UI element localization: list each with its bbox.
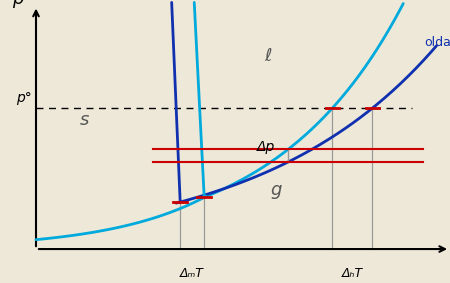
Text: Δp: Δp <box>257 140 275 154</box>
Text: T: T <box>449 252 450 270</box>
Text: ℓ: ℓ <box>265 48 272 65</box>
Text: g: g <box>270 181 282 199</box>
Text: oldat: oldat <box>424 36 450 49</box>
Text: ΔₘT: ΔₘT <box>180 267 204 280</box>
Text: s: s <box>79 111 89 129</box>
Text: p°: p° <box>16 91 32 105</box>
Text: p: p <box>12 0 24 8</box>
Text: ΔₕT: ΔₕT <box>342 267 363 280</box>
